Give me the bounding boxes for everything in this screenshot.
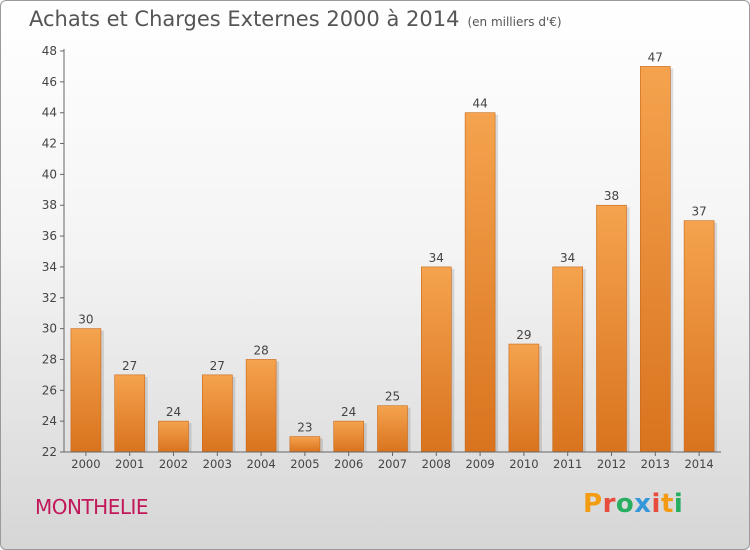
bar <box>70 328 102 453</box>
proxiti-logo[interactable]: Proxiti <box>583 489 683 519</box>
logo-letter: o <box>615 489 635 519</box>
bar <box>377 405 408 453</box>
bar-value-label: 27 <box>210 359 225 373</box>
bar-value-label: 38 <box>604 189 619 203</box>
bar-value-label: 34 <box>429 251 444 265</box>
x-tick-label: 2005 <box>290 457 319 471</box>
title-row: Achats et Charges Externes 2000 à 2014 (e… <box>29 7 562 31</box>
bar-value-label: 23 <box>297 421 312 435</box>
bar-value-label: 47 <box>648 50 663 64</box>
bar <box>114 374 145 453</box>
bar-value-label: 30 <box>78 313 93 327</box>
y-tick-label: 42 <box>42 137 57 151</box>
x-tick-label: 2001 <box>115 457 144 471</box>
x-tick-label: 2007 <box>378 457 407 471</box>
logo-letter: r <box>602 489 616 519</box>
y-tick-label: 38 <box>42 198 57 212</box>
y-tick-label: 46 <box>42 75 57 89</box>
x-tick-label: 2006 <box>334 457 363 471</box>
bar-value-label: 44 <box>472 97 487 111</box>
place-name: MONTHELIE <box>35 495 149 519</box>
y-tick-label: 24 <box>42 414 57 428</box>
x-tick-label: 2013 <box>641 457 670 471</box>
x-tick-label: 2002 <box>159 457 188 471</box>
y-tick-label: 26 <box>42 383 57 397</box>
bar-value-label: 29 <box>516 328 531 342</box>
bar-value-label: 34 <box>560 251 575 265</box>
y-tick-label: 44 <box>42 106 57 120</box>
bar <box>420 266 452 453</box>
chart-title: Achats et Charges Externes 2000 à 2014 <box>29 7 460 31</box>
y-tick-label: 28 <box>42 352 57 366</box>
bars-group: 30 27 24 27 28 23 24 25 34 44 29 34 38 47 37 <box>70 50 718 453</box>
bar-value-label: 24 <box>341 405 356 419</box>
logo-letter: P <box>583 489 603 519</box>
y-tick-label: 34 <box>42 260 57 274</box>
x-tick-label: 2012 <box>597 457 626 471</box>
logo-letter: i <box>673 489 684 519</box>
logo-letter: i <box>651 489 661 519</box>
bar <box>245 359 277 453</box>
x-tick-label: 2004 <box>246 457 275 471</box>
y-tick-label: 22 <box>42 445 57 459</box>
x-tick-label: 2000 <box>71 457 100 471</box>
x-tick-label: 2009 <box>465 457 494 471</box>
bar <box>333 420 365 453</box>
bar <box>158 420 189 453</box>
y-tick-label: 40 <box>42 167 57 181</box>
y-tick-label: 48 <box>42 44 57 58</box>
y-tick-label: 32 <box>42 291 57 305</box>
bar-value-label: 37 <box>691 205 706 219</box>
logo-letter: t <box>660 489 674 519</box>
x-tick-label: 2011 <box>553 457 582 471</box>
bar <box>683 220 715 453</box>
x-tick-label: 2008 <box>422 457 451 471</box>
bar <box>639 66 671 453</box>
x-tick-label: 2014 <box>684 457 713 471</box>
bar <box>464 112 496 453</box>
logo-letter: x <box>634 489 652 519</box>
x-tick-label: 2010 <box>509 457 538 471</box>
bar-value-label: 25 <box>385 390 400 404</box>
bar <box>508 343 540 453</box>
bar <box>289 436 321 453</box>
bar <box>552 266 584 453</box>
bar-value-label: 27 <box>122 359 137 373</box>
bar <box>596 204 627 453</box>
bar <box>202 374 233 453</box>
chart-subtitle: (en milliers d'€) <box>467 15 562 29</box>
axes-group: 22 24 26 28 30 32 34 36 38 40 42 44 46 48 2000 2001 2002… <box>42 44 721 471</box>
bar-value-label: 24 <box>166 405 181 419</box>
x-tick-label: 2003 <box>203 457 232 471</box>
y-tick-label: 36 <box>42 229 57 243</box>
y-tick-label: 30 <box>42 322 57 336</box>
bar-value-label: 28 <box>253 343 268 357</box>
